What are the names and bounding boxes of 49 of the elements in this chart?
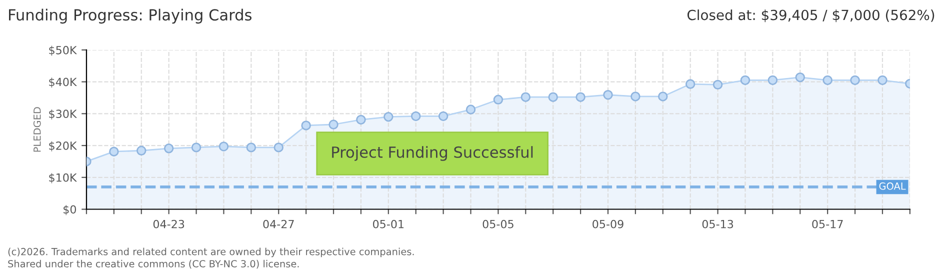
y-tick-label: $20K <box>49 141 77 152</box>
point <box>630 92 640 102</box>
x-tick-label: 05-01 <box>372 220 404 228</box>
y-tick-label: $50K <box>49 46 77 56</box>
point <box>520 92 531 102</box>
point <box>384 112 394 122</box>
annotation: Project Funding Successful <box>332 146 533 161</box>
point <box>878 75 888 86</box>
point <box>466 104 476 114</box>
y-tick-label: $30K <box>49 109 77 120</box>
point <box>274 142 284 152</box>
y-tick-label: $40K <box>49 78 77 88</box>
point <box>685 79 696 89</box>
ref-line-label: GOAL <box>879 182 906 190</box>
chart-title: Funding Progress: Playing Cards <box>9 8 252 24</box>
point <box>164 144 174 154</box>
y-tick-label: $0 <box>64 205 76 216</box>
x-tick-label: 05-13 <box>702 220 734 228</box>
text: Closed at: $39,405 / $7,000 (562%) <box>687 9 934 22</box>
point <box>712 80 723 90</box>
point <box>658 92 668 102</box>
x-tick-label: 05-05 <box>482 220 514 228</box>
point <box>438 111 448 122</box>
x-tick-label: 04-27 <box>263 220 294 228</box>
point <box>301 120 311 130</box>
point <box>410 111 421 122</box>
x-tick-label: 04-23 <box>153 220 184 228</box>
point <box>576 92 586 102</box>
point <box>328 120 338 130</box>
point <box>603 90 613 100</box>
point <box>822 75 832 86</box>
x-tick-label: 05-17 <box>812 220 843 228</box>
point <box>548 92 558 102</box>
point <box>136 146 146 156</box>
point <box>218 142 229 152</box>
y-axis-title: PLEDGED <box>33 107 41 152</box>
text: (c)2026. Trademarks and related content are owned by their respective companies. <box>8 248 414 258</box>
point <box>356 114 366 125</box>
point <box>191 142 202 152</box>
point <box>493 94 504 105</box>
point <box>740 75 750 86</box>
point <box>246 142 256 152</box>
point <box>109 146 119 156</box>
point <box>795 72 805 82</box>
x-tick-label: 05-09 <box>592 220 624 228</box>
point <box>768 75 778 86</box>
point <box>850 75 860 86</box>
text: Shared under the creative commons (CC BY-NC 3.0) license. <box>8 260 299 269</box>
y-tick-label: $10K <box>49 173 77 184</box>
